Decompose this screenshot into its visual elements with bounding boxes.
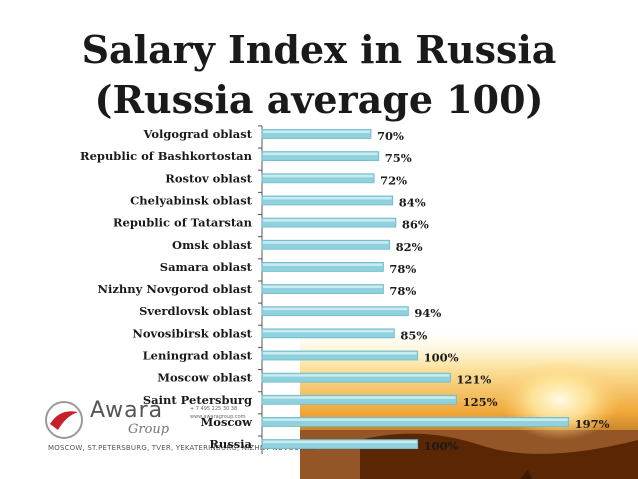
logo-site: www.awaragroup.com	[190, 414, 246, 420]
category-label: Rostov oblast	[165, 171, 252, 185]
bar-highlight	[263, 241, 389, 244]
bar-highlight	[263, 174, 374, 178]
logo-brand: Awara	[90, 398, 164, 423]
bar-highlight	[263, 219, 395, 222]
bar	[261, 306, 409, 317]
bar	[261, 350, 419, 361]
bar-highlight	[263, 418, 568, 421]
footer-cities: MOSCOW, ST.PETERSBURG, TVER, YEKATERINBU…	[48, 444, 316, 452]
bar-highlight	[263, 329, 394, 333]
value-label: 94%	[414, 306, 441, 320]
category-label: Nizhny Novgorod oblast	[98, 282, 253, 296]
value-label: 75%	[385, 151, 412, 165]
category-label: Republic of Bashkortostan	[80, 149, 253, 163]
bar-highlight	[263, 285, 383, 289]
bar	[261, 417, 570, 427]
category-label: Moscow oblast	[157, 371, 252, 385]
bar-highlight	[263, 440, 417, 444]
bar-highlight	[263, 196, 392, 200]
category-label: Leningrad oblast	[143, 349, 253, 363]
bar	[261, 151, 380, 162]
bar	[261, 394, 457, 405]
bar	[261, 261, 384, 272]
category-label: Omsk oblast	[172, 238, 253, 252]
bar	[261, 372, 451, 383]
category-label: Republic of Tatarstan	[113, 216, 253, 230]
bar-highlight	[263, 130, 370, 133]
value-label: 121%	[456, 373, 491, 387]
value-label: 100%	[424, 351, 459, 365]
category-label: Russia	[209, 437, 252, 451]
category-label: Samara oblast	[160, 260, 253, 274]
bar-highlight	[263, 263, 383, 266]
value-label: 84%	[399, 195, 426, 209]
chart-title-line1: Salary Index in Russia	[81, 27, 557, 72]
category-label: Moscow	[201, 415, 254, 429]
logo-sub: Group	[128, 422, 170, 437]
category-label: Chelyabinsk oblast	[130, 193, 253, 207]
value-label: 72%	[380, 173, 407, 187]
bar-highlight	[263, 396, 456, 399]
bar-highlight	[263, 352, 417, 355]
value-label: 85%	[400, 328, 427, 342]
category-label: Novosibirsk oblast	[132, 326, 252, 340]
value-label: 100%	[424, 439, 459, 453]
bar-highlight	[263, 374, 450, 377]
value-label: 197%	[575, 417, 610, 431]
category-label: Saint Petersburg	[143, 393, 252, 407]
bar	[261, 439, 419, 450]
value-label: 86%	[402, 218, 429, 232]
bar	[261, 217, 397, 228]
bar	[261, 328, 395, 339]
awara-logo-icon	[45, 401, 83, 439]
chart-title-line2: (Russia average 100)	[94, 77, 544, 122]
bar-highlight	[263, 307, 408, 311]
bar	[261, 239, 391, 250]
category-label: Volgograd oblast	[142, 127, 252, 141]
bar-highlight	[263, 152, 378, 156]
category-label: Sverdlovsk oblast	[139, 304, 253, 318]
bar	[261, 284, 384, 294]
bar	[261, 195, 394, 206]
value-label: 82%	[396, 240, 423, 254]
logo-phone: + 7 495 225 30 38	[190, 406, 238, 412]
value-label: 70%	[377, 129, 404, 143]
value-label: 78%	[389, 262, 416, 276]
bar	[261, 129, 372, 139]
value-label: 78%	[389, 284, 416, 298]
value-label: 125%	[463, 395, 498, 409]
bar	[261, 173, 375, 184]
